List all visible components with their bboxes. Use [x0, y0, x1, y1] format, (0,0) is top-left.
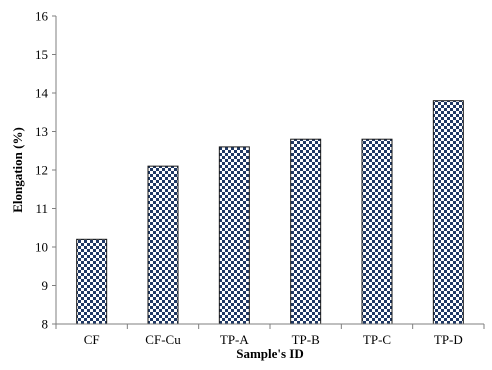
y-tick-label: 15: [35, 47, 48, 62]
x-category-label: TP-D: [434, 332, 463, 347]
x-category-label: CF: [84, 332, 100, 347]
y-tick-label: 12: [35, 163, 48, 178]
y-tick-label: 16: [35, 9, 49, 24]
labels-layer: 8 9 10 11 12 13 14 15 16 CF CF-Cu TP-A TP-B TP-C TP-D: [35, 9, 463, 348]
x-category-label: TP-A: [220, 332, 250, 347]
y-tick-label: 8: [42, 317, 49, 332]
x-category-label: CF-Cu: [145, 332, 181, 347]
x-category-label: TP-C: [363, 332, 391, 347]
y-tick-label: 10: [35, 240, 48, 255]
x-axis-title: Sample's ID: [236, 346, 304, 361]
bar: [361, 138, 393, 325]
y-tick-label: 13: [35, 124, 48, 139]
y-axis-title: Elongation (%): [10, 127, 25, 213]
bar: [432, 100, 464, 325]
bars-layer: [76, 100, 464, 325]
bar: [76, 238, 108, 325]
bar: [218, 146, 250, 325]
bar: [147, 165, 179, 325]
bar: [290, 138, 322, 325]
y-tick-label: 11: [35, 201, 48, 216]
y-tick-label: 14: [35, 86, 49, 101]
x-category-label: TP-B: [292, 332, 321, 347]
axes-layer: [52, 15, 485, 329]
y-tick-label: 9: [42, 278, 49, 293]
